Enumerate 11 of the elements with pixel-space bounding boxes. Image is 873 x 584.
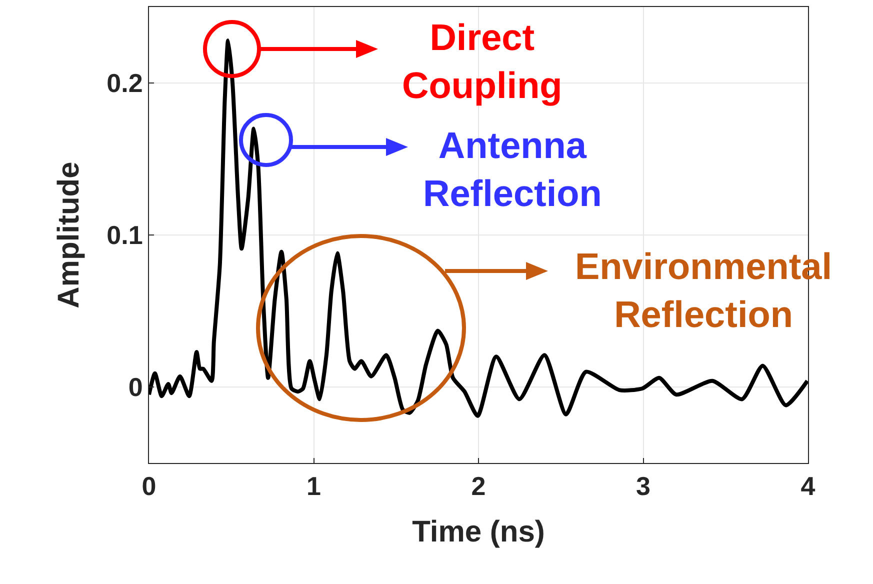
y-tick-label: 0.1: [106, 220, 143, 250]
y-tick-label: 0: [128, 372, 143, 402]
y-axis-title: Amplitude: [52, 162, 86, 308]
x-tick-label: 1: [306, 471, 321, 502]
annotation: Antenna Reflection: [423, 125, 602, 214]
x-tick-label: 2: [471, 471, 486, 502]
x-tick-label: 4: [800, 471, 816, 502]
y-tick-label: 0.2: [106, 68, 143, 98]
x-tick-label: 3: [636, 471, 650, 502]
annotation: Direct Coupling: [402, 17, 562, 106]
x-axis-title: Time (ns): [412, 516, 545, 549]
